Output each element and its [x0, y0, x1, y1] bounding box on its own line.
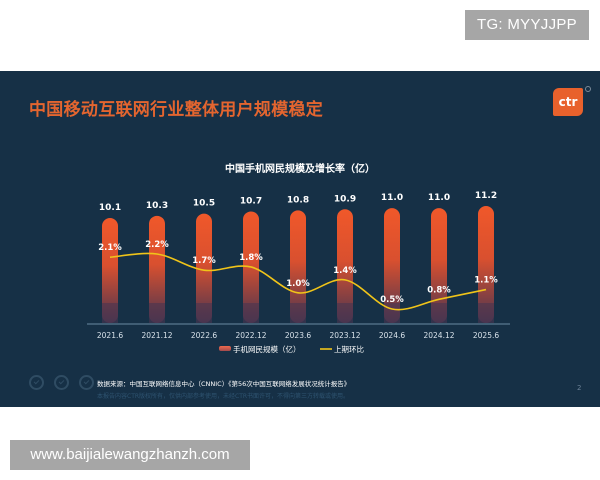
legend-bar-label: 手机网民规模（亿）: [233, 344, 301, 354]
disclaimer: 本报告内容CTR版权所有，仅供内部参考使用，未经CTR书面许可，不得向第三方转载…: [97, 393, 350, 400]
certification-icon: [79, 375, 95, 390]
bar-value-label: 10.5: [193, 199, 215, 209]
certification-icon: [54, 375, 70, 390]
bar-value-label: 10.7: [240, 196, 262, 206]
x-axis-label: 2024.6: [379, 331, 405, 340]
line-value-label: 1.0%: [286, 279, 310, 289]
line-value-label: 0.5%: [380, 295, 404, 305]
line-value-label: 2.2%: [145, 240, 169, 250]
bar: [431, 208, 447, 323]
bar-value-label: 10.9: [334, 194, 356, 204]
bar: [102, 218, 118, 323]
line-value-label: 1.8%: [239, 253, 263, 263]
bar: [384, 208, 400, 323]
line-value-label: 0.8%: [427, 285, 451, 295]
x-axis-label: 2022.12: [235, 331, 266, 340]
x-axis-label: 2025.6: [473, 331, 499, 340]
bar: [337, 209, 353, 323]
bar-series: [102, 206, 494, 323]
bar-value-labels: 10.1 10.3 10.5 10.7 10.8 10.9 11.0 11.0 11.2: [99, 191, 497, 213]
growth-line: [109, 252, 487, 311]
watermark-url: www.baijialewangzhanzh.com: [10, 440, 250, 470]
x-axis-label: 2023.6: [285, 331, 311, 340]
chart-area: 10.1 10.3 10.5 10.7 10.8 10.9 11.0 11.0 11.2 2.1…: [87, 191, 510, 354]
data-source: 数据来源：中国互联网络信息中心（CNNIC）《第56次中国互联网络发展状况统计报…: [97, 380, 351, 388]
bar: [196, 213, 212, 323]
line-value-labels: 2.1% 2.2% 1.7% 1.8% 1.0% 1.4% 0.5% 0.8% 1.1%: [98, 240, 498, 305]
bar-value-label: 11.2: [475, 191, 497, 201]
bar: [290, 210, 306, 323]
watermark-tg: TG: MYYJJPP: [465, 10, 589, 40]
x-axis-label: 2023.12: [329, 331, 360, 340]
bar-value-label: 10.3: [146, 201, 168, 211]
page-number: 2: [577, 384, 582, 392]
legend: 手机网民规模（亿） 上期环比: [219, 344, 364, 354]
slide: 中国移动互联网行业整体用户规模稳定 ctr 中国手机网民规模及增长率（亿） 10…: [0, 71, 600, 407]
x-axis-label: 2024.12: [423, 331, 454, 340]
bar: [478, 206, 494, 323]
ctr-logo-icon: ctr: [553, 88, 583, 116]
bar-value-label: 10.1: [99, 203, 121, 213]
bar-value-label: 10.8: [287, 195, 309, 205]
chart-title: 中国手机网民规模及增长率（亿）: [225, 164, 375, 175]
x-axis-label: 2021.12: [141, 331, 172, 340]
x-axis-label: 2022.6: [191, 331, 217, 340]
registered-mark-icon: [585, 86, 591, 92]
legend-line-label: 上期环比: [334, 344, 364, 354]
legend-bar-swatch: [219, 346, 231, 351]
slide-title: 中国移动互联网行业整体用户规模稳定: [29, 100, 324, 120]
x-axis-labels: 2021.6 2021.12 2022.6 2022.12 2023.6 2023.12 2…: [97, 331, 499, 340]
bar-value-label: 11.0: [428, 193, 450, 203]
line-value-label: 1.1%: [474, 276, 498, 286]
line-value-label: 1.4%: [333, 266, 357, 276]
certification-icons: [29, 375, 99, 394]
line-value-label: 2.1%: [98, 243, 122, 253]
bar: [149, 215, 165, 323]
x-axis-label: 2021.6: [97, 331, 123, 340]
bar-value-label: 11.0: [381, 193, 403, 203]
certification-icon: [29, 375, 44, 390]
line-value-label: 1.7%: [192, 256, 216, 266]
